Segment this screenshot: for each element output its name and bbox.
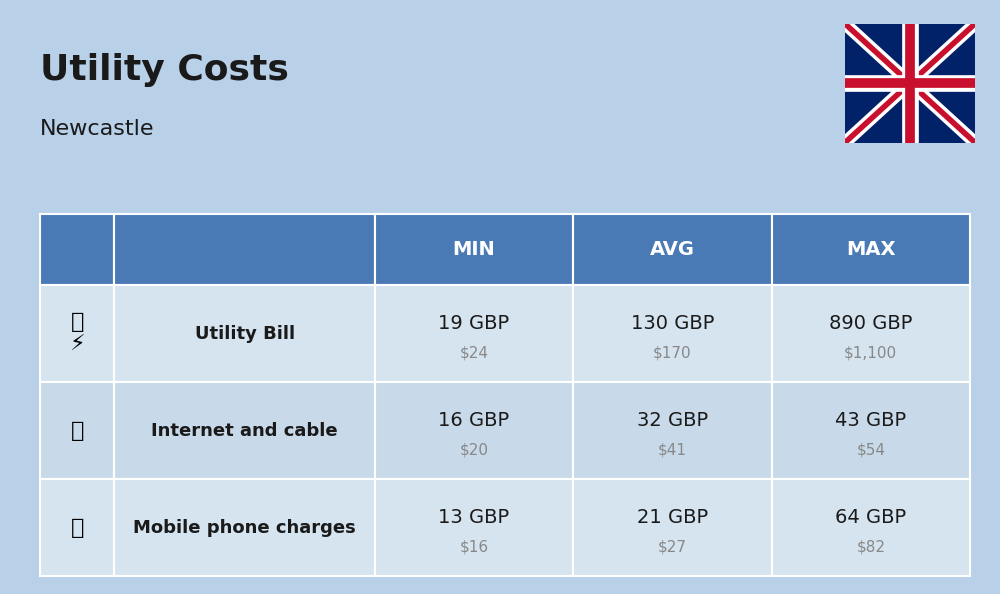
Text: 📱: 📱 — [71, 517, 84, 538]
Text: Utility Costs: Utility Costs — [40, 53, 289, 87]
Text: $41: $41 — [658, 443, 687, 457]
Text: Mobile phone charges: Mobile phone charges — [133, 519, 356, 536]
Text: $27: $27 — [658, 539, 687, 555]
Text: $16: $16 — [459, 539, 489, 555]
Text: Internet and cable: Internet and cable — [151, 422, 338, 440]
Text: Utility Bill: Utility Bill — [195, 325, 295, 343]
Text: $82: $82 — [856, 539, 885, 555]
Polygon shape — [845, 24, 975, 143]
Text: 890 GBP: 890 GBP — [829, 314, 912, 333]
Text: 43 GBP: 43 GBP — [835, 412, 906, 431]
Text: 64 GBP: 64 GBP — [835, 508, 906, 527]
Text: $20: $20 — [460, 443, 489, 457]
Text: AVG: AVG — [650, 240, 695, 259]
Text: 16 GBP: 16 GBP — [438, 412, 510, 431]
Text: $1,100: $1,100 — [844, 346, 897, 361]
Text: $54: $54 — [856, 443, 885, 457]
Text: MAX: MAX — [846, 240, 896, 259]
Text: 21 GBP: 21 GBP — [637, 508, 708, 527]
Text: 🔌
⚡: 🔌 ⚡ — [69, 312, 85, 355]
Text: 📡: 📡 — [71, 421, 84, 441]
Text: 13 GBP: 13 GBP — [438, 508, 510, 527]
Text: $170: $170 — [653, 346, 692, 361]
Text: 130 GBP: 130 GBP — [631, 314, 714, 333]
Text: 19 GBP: 19 GBP — [438, 314, 510, 333]
Text: 32 GBP: 32 GBP — [637, 412, 708, 431]
Text: MIN: MIN — [453, 240, 495, 259]
Text: $24: $24 — [460, 346, 489, 361]
Text: Newcastle: Newcastle — [40, 119, 154, 139]
